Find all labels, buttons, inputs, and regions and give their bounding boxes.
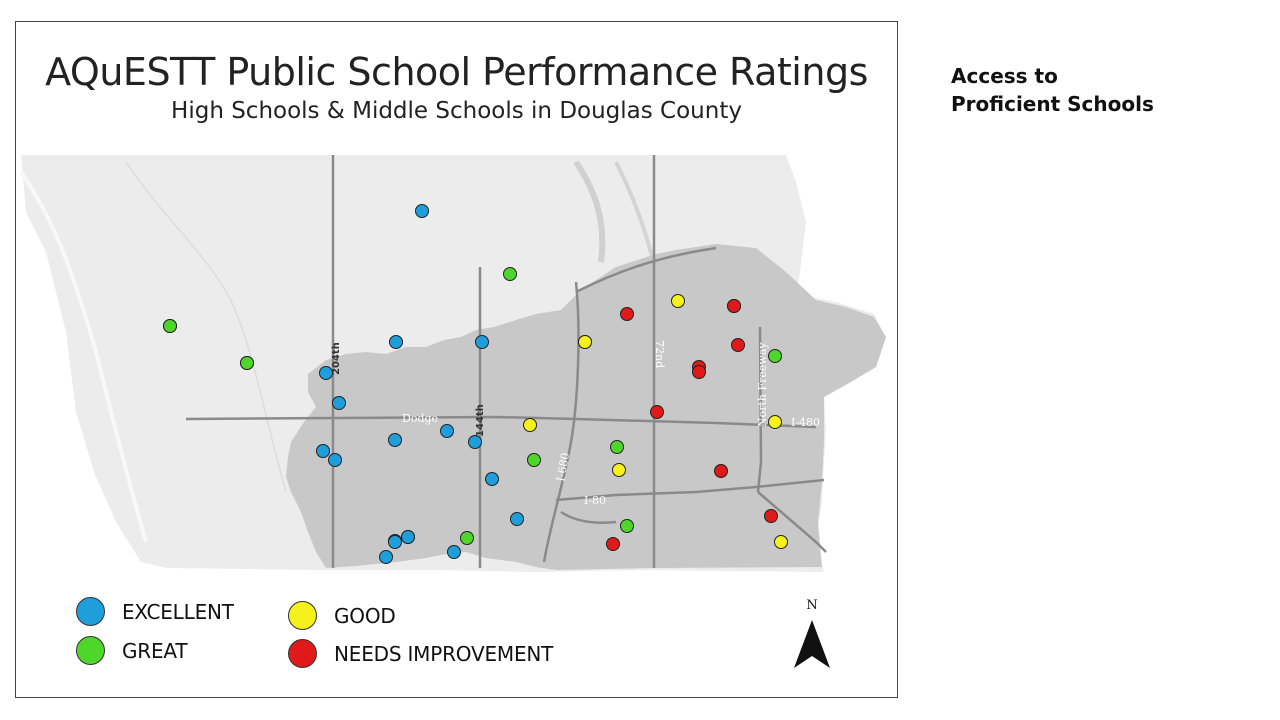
school-point-excellent [388,433,402,447]
school-point-excellent [485,472,499,486]
school-point-excellent [328,453,342,467]
school-point-needs-improvement [727,299,741,313]
legend-excellent-swatch [76,597,105,626]
roads [185,155,827,568]
slide-title-line-1: Access to [951,64,1058,88]
school-point-great [163,319,177,333]
school-point-good [671,294,685,308]
school-point-good [768,415,782,429]
school-point-excellent [440,424,454,438]
legend-item-great: GREAT [76,636,188,665]
school-point-good [523,418,537,432]
slide-title-line-2: Proficient Schools [951,92,1154,116]
road-label-dodge: Dodge [402,412,438,425]
map-figure: 204th 144th Dodge I-680 I-80 72nd North … [15,21,898,698]
school-point-excellent [316,444,330,458]
legend-great-swatch [76,636,105,665]
school-point-excellent [319,366,333,380]
north-arrow-icon: N [794,598,830,668]
school-point-excellent [468,435,482,449]
road-label-i680: I-680 [554,452,572,483]
school-point-excellent [389,335,403,349]
legend-item-good: GOOD [288,601,396,630]
north-label: N [806,598,817,613]
school-point-needs-improvement [620,307,634,321]
school-point-good [612,463,626,477]
school-point-great [610,440,624,454]
school-point-excellent [415,204,429,218]
school-point-needs-improvement [731,338,745,352]
road-label-i480: I-480 [791,416,820,429]
school-point-good [774,535,788,549]
school-point-excellent [379,550,393,564]
legend-excellent-label: EXCELLENT [122,599,234,624]
map-title: AQuESTT Public School Performance Rating… [45,50,868,94]
school-point-great [527,453,541,467]
school-point-great [620,519,634,533]
map-canvas: 204th 144th Dodge I-680 I-80 72nd North … [19,155,886,668]
school-point-needs-improvement [606,537,620,551]
school-point-needs-improvement [714,464,728,478]
legend-good-swatch [288,601,317,630]
school-point-excellent [475,335,489,349]
road-label-204th: 204th [331,342,342,375]
school-point-needs-improvement [764,509,778,523]
legend-needs-improvement-label: NEEDS IMPROVEMENT [334,641,554,666]
legend-item-excellent: EXCELLENT [76,597,234,626]
school-point-excellent [401,530,415,544]
legend-item-needs-improvement: NEEDS IMPROVEMENT [288,639,553,668]
school-point-excellent [510,512,524,526]
school-point-great [460,531,474,545]
school-point-excellent [388,535,402,549]
school-point-great [768,349,782,363]
road-label-north-freeway: North Freeway [756,342,769,427]
map-subtitle: High Schools & Middle Schools in Douglas… [171,98,742,124]
legend-great-label: GREAT [122,638,188,663]
road-label-i80: I-80 [584,494,606,507]
school-point-excellent [447,545,461,559]
slide-title: Access to Proficient Schools [951,62,1154,118]
school-points [163,204,788,564]
road-label-72nd: 72nd [653,340,666,368]
road-label-144th: 144th [475,404,486,437]
school-point-great [240,356,254,370]
school-point-needs-improvement [650,405,664,419]
school-point-great [503,267,517,281]
school-point-good [578,335,592,349]
legend-needs-improvement-swatch [288,639,317,668]
school-point-needs-improvement [692,365,706,379]
legend-good-label: GOOD [334,603,396,628]
school-point-excellent [332,396,346,410]
